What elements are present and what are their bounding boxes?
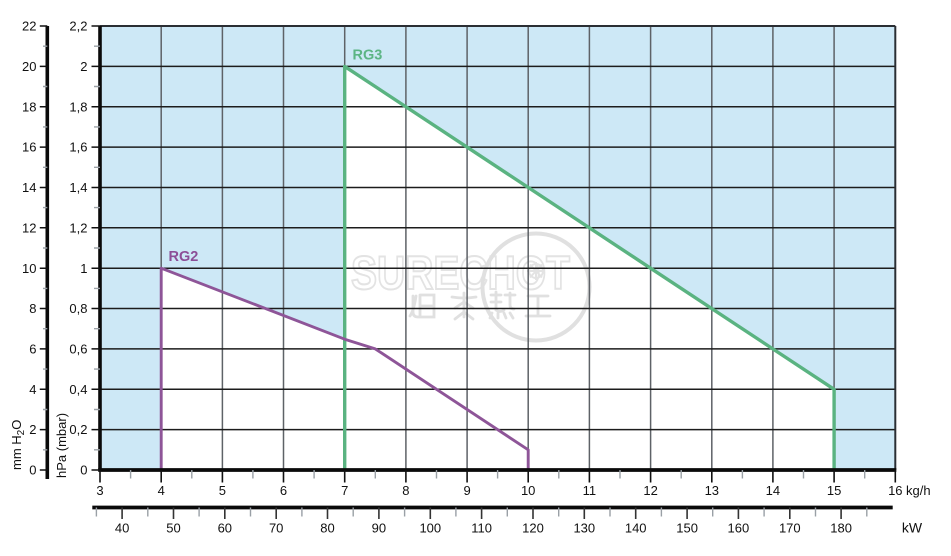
svg-text:2,2: 2,2 xyxy=(69,19,87,34)
svg-text:0,4: 0,4 xyxy=(69,382,87,397)
svg-text:6: 6 xyxy=(29,342,36,357)
svg-text:90: 90 xyxy=(372,521,386,536)
svg-text:8: 8 xyxy=(29,301,36,316)
svg-text:22: 22 xyxy=(22,19,36,34)
svg-text:16: 16 xyxy=(22,140,36,155)
svg-text:kW: kW xyxy=(902,520,923,536)
svg-text:180: 180 xyxy=(830,521,852,536)
svg-text:20: 20 xyxy=(22,59,36,74)
svg-text:18: 18 xyxy=(22,99,36,114)
svg-text:15: 15 xyxy=(827,483,841,498)
svg-text:1,8: 1,8 xyxy=(69,99,87,114)
svg-text:80: 80 xyxy=(320,521,334,536)
svg-text:11: 11 xyxy=(583,483,597,498)
svg-text:4: 4 xyxy=(29,382,36,397)
svg-text:2: 2 xyxy=(29,422,36,437)
svg-text:0: 0 xyxy=(80,463,87,478)
svg-text:RG2: RG2 xyxy=(169,249,199,265)
svg-text:mm H2O: mm H2O xyxy=(9,420,27,470)
svg-text:1: 1 xyxy=(80,261,87,276)
svg-text:6: 6 xyxy=(280,483,287,498)
svg-text:100: 100 xyxy=(419,521,441,536)
svg-text:14: 14 xyxy=(22,180,36,195)
svg-text:2: 2 xyxy=(80,59,87,74)
svg-text:160: 160 xyxy=(728,521,750,536)
svg-text:130: 130 xyxy=(573,521,595,536)
svg-text:RG3: RG3 xyxy=(353,48,383,64)
svg-text:10: 10 xyxy=(22,261,36,276)
svg-text:7: 7 xyxy=(341,483,348,498)
svg-text:14: 14 xyxy=(766,483,780,498)
svg-text:170: 170 xyxy=(779,521,801,536)
svg-text:0,2: 0,2 xyxy=(69,422,87,437)
svg-text:8: 8 xyxy=(402,483,409,498)
svg-text:40: 40 xyxy=(115,521,129,536)
svg-text:0,8: 0,8 xyxy=(69,301,87,316)
svg-text:12: 12 xyxy=(643,483,657,498)
svg-text:140: 140 xyxy=(625,521,647,536)
svg-text:hPa (mbar): hPa (mbar) xyxy=(54,413,69,478)
svg-text:9: 9 xyxy=(463,483,470,498)
svg-text:kg/h: kg/h xyxy=(906,483,931,498)
svg-text:0,6: 0,6 xyxy=(69,342,87,357)
svg-text:12: 12 xyxy=(22,220,36,235)
svg-text:120: 120 xyxy=(522,521,544,536)
svg-text:4: 4 xyxy=(158,483,165,498)
svg-text:13: 13 xyxy=(705,483,719,498)
svg-text:10: 10 xyxy=(521,483,535,498)
svg-text:60: 60 xyxy=(218,521,232,536)
svg-text:3: 3 xyxy=(96,483,103,498)
svg-text:0: 0 xyxy=(29,463,36,478)
svg-text:150: 150 xyxy=(676,521,698,536)
svg-text:5: 5 xyxy=(219,483,226,498)
svg-text:110: 110 xyxy=(471,521,492,536)
svg-text:50: 50 xyxy=(166,521,180,536)
svg-text:70: 70 xyxy=(269,521,283,536)
svg-text:1,4: 1,4 xyxy=(69,180,87,195)
svg-text:1,2: 1,2 xyxy=(69,220,87,235)
svg-text:1,6: 1,6 xyxy=(69,140,87,155)
svg-text:16: 16 xyxy=(888,483,902,498)
